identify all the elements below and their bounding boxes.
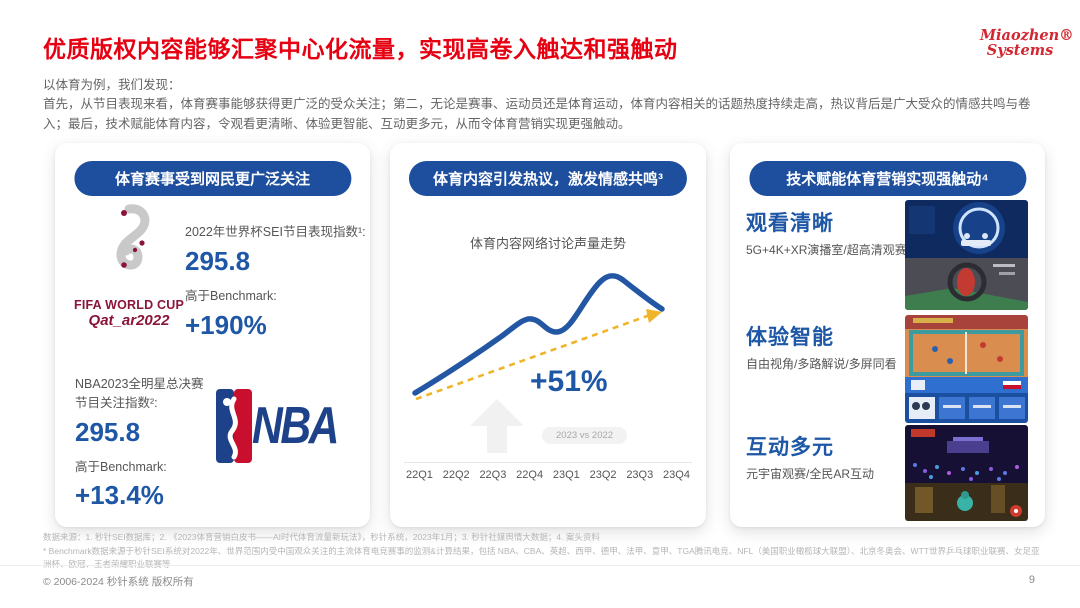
card-sports-events-attention: 体育赛事受到网民更广泛关注 FIFA WORLD CUP Qat_ar2022 … — [55, 143, 370, 527]
footnotes: 数据来源：1. 秒针SEI数据库；2. 《2023体育营销白皮书——AI时代体育… — [43, 531, 1043, 572]
x-axis-line — [404, 462, 692, 463]
intro-line1: 以体育为例，我们发现： — [43, 78, 181, 92]
metaverse-ar-image — [905, 425, 1028, 521]
nba-logo: NBA — [216, 389, 356, 463]
card2-header: 体育内容引发热议，激发情感共鸣³ — [408, 161, 688, 196]
tech-item3-title: 互动多元 — [746, 436, 834, 459]
tech-item-diverse-interaction: 互动多元 元宇宙观赛/全民AR互动 — [746, 431, 874, 482]
card1-header: 体育赛事受到网民更广泛关注 — [73, 161, 352, 196]
miaozhen-logo: Miaozhen® Systems — [980, 27, 1074, 60]
tech-item1-title: 观看清晰 — [746, 212, 834, 235]
miaozhen-logo-line2: Systems — [986, 42, 1054, 60]
tech-item3-subtitle: 元宇宙观赛/全民AR互动 — [746, 467, 875, 481]
nba-benchmark-label: 高于Benchmark: — [75, 459, 167, 474]
nba-label-line1: NBA2023全明星总决赛 — [75, 377, 204, 391]
watermark-up-arrow-icon — [470, 399, 524, 453]
x-tick-22q2: 22Q2 — [442, 469, 470, 481]
tech-item2-title: 体验智能 — [746, 326, 834, 349]
fifa-world-cup-logo: FIFA WORLD CUP Qat_ar2022 — [73, 203, 185, 329]
trend-dashed-arrow — [415, 313, 651, 401]
buzz-line-series — [412, 273, 665, 396]
tech-item-smart-experience: 体验智能 自由视角/多路解说/多屏同看 — [746, 321, 897, 372]
growth-annotation: +51% — [530, 365, 608, 398]
trend-arrowhead-icon — [646, 309, 662, 323]
x-tick-23q4: 23Q4 — [663, 469, 690, 481]
xr-studio-image — [905, 200, 1028, 310]
x-axis-labels: 22Q1 22Q2 22Q3 22Q4 23Q1 23Q2 23Q3 23Q4 — [406, 469, 690, 481]
nba-stats: NBA2023全明星总决赛 节目关注指数²: 295.8 高于Benchmark… — [75, 375, 204, 522]
fifa-wordmark-line1: FIFA WORLD CUP — [74, 298, 184, 312]
nba-benchmark-value: +13.4% — [75, 480, 164, 511]
card-content-buzz: 体育内容引发热议，激发情感共鸣³ 体育内容网络讨论声量走势 +51% 2023 … — [390, 143, 706, 527]
chart-title: 体育内容网络讨论声量走势 — [469, 236, 626, 251]
footnote-sources: 数据来源：1. 秒针SEI数据库；2. 《2023体育营销白皮书——AI时代体育… — [43, 532, 600, 542]
worldcup-stats: 2022年世界杯SEI节目表现指数¹: 295.8 高于Benchmark: +… — [185, 223, 366, 351]
comparison-pill: 2023 vs 2022 — [542, 427, 628, 444]
x-tick-23q1: 23Q1 — [552, 469, 580, 481]
nba-label-line2: 节目关注指数²: — [75, 395, 158, 410]
intro-line2: 首先，从节目表现来看，体育赛事能够获得更广泛的受众关注；第二，无论是赛事、运动员… — [43, 97, 1031, 131]
line-chart-icon — [412, 273, 665, 453]
nba-wordmark: NBA — [252, 397, 339, 455]
page-title: 优质版权内容能够汇聚中心化流量，实现高卷入触达和强触动 — [43, 36, 678, 62]
nba-logoman-icon — [216, 389, 253, 463]
intro-text: 以体育为例，我们发现： 首先，从节目表现来看，体育赛事能够获得更广泛的受众关注；… — [43, 76, 1031, 134]
worldcup-index-label: 2022年世界杯SEI节目表现指数¹: — [185, 225, 366, 239]
x-tick-23q3: 23Q3 — [626, 469, 654, 481]
x-tick-23q2: 23Q2 — [589, 469, 617, 481]
nba-index-value: 295.8 — [75, 416, 141, 447]
worldcup-benchmark-label: 高于Benchmark: — [185, 288, 277, 303]
worldcup-benchmark-value: +190% — [185, 309, 267, 340]
footnote-benchmark: * Benchmark数据来源于秒针SEI系统对2022年、世界范围内受中国观众… — [43, 545, 1040, 570]
x-tick-22q1: 22Q1 — [406, 469, 433, 481]
card-tech-empowerment: 技术赋能体育营销实现强触动⁴ 观看清晰 5G+4K+XR演播室/超高清观赛 — [730, 143, 1045, 527]
footer-divider — [0, 565, 1080, 566]
volleyball-multiview-image — [905, 315, 1028, 423]
tech-item-clear-viewing: 观看清晰 5G+4K+XR演播室/超高清观赛 — [746, 207, 907, 258]
tech-item1-subtitle: 5G+4K+XR演播室/超高清观赛 — [746, 243, 907, 257]
tech-item2-subtitle: 自由视角/多路解说/多屏同看 — [746, 357, 897, 371]
miaozhen-logo-line1: Miaozhen® — [980, 27, 1074, 44]
fifa-wordmark-line2: Qat_ar2022 — [88, 312, 170, 329]
page-number: 9 — [1028, 574, 1035, 586]
fifa-emblem-icon — [116, 204, 150, 270]
card3-header: 技术赋能体育营销实现强触动⁴ — [748, 161, 1027, 196]
copyright-text: © 2006-2024 秒针系统 版权所有 — [43, 576, 194, 588]
buzz-trend-chart — [400, 251, 696, 459]
x-tick-22q4: 22Q4 — [516, 469, 544, 481]
x-tick-22q3: 22Q3 — [479, 469, 507, 481]
worldcup-index-value: 295.8 — [185, 245, 251, 276]
